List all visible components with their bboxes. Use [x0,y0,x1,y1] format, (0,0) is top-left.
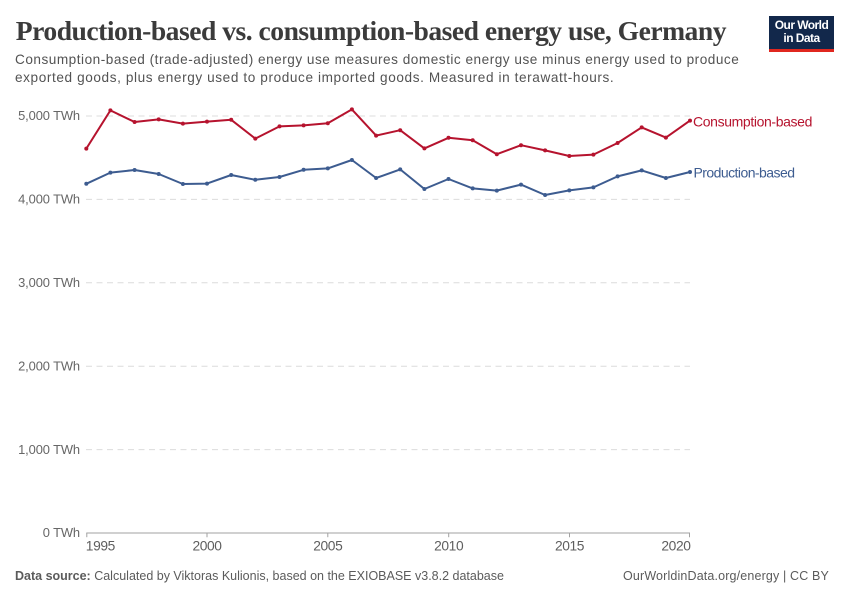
svg-text:2,000 TWh: 2,000 TWh [18,358,80,373]
svg-text:2015: 2015 [555,539,585,554]
svg-text:0 TWh: 0 TWh [43,525,80,540]
svg-text:4,000 TWh: 4,000 TWh [18,192,80,207]
svg-text:5,000 TWh: 5,000 TWh [18,108,80,123]
svg-text:2000: 2000 [192,539,222,554]
svg-text:Production-based: Production-based [694,165,795,181]
svg-text:1,000 TWh: 1,000 TWh [18,442,80,457]
svg-text:3,000 TWh: 3,000 TWh [18,275,80,290]
svg-text:2020: 2020 [661,539,691,554]
svg-text:1995: 1995 [86,539,116,554]
svg-text:2005: 2005 [313,539,343,554]
svg-text:2010: 2010 [434,539,464,554]
svg-text:Consumption-based: Consumption-based [693,114,812,130]
